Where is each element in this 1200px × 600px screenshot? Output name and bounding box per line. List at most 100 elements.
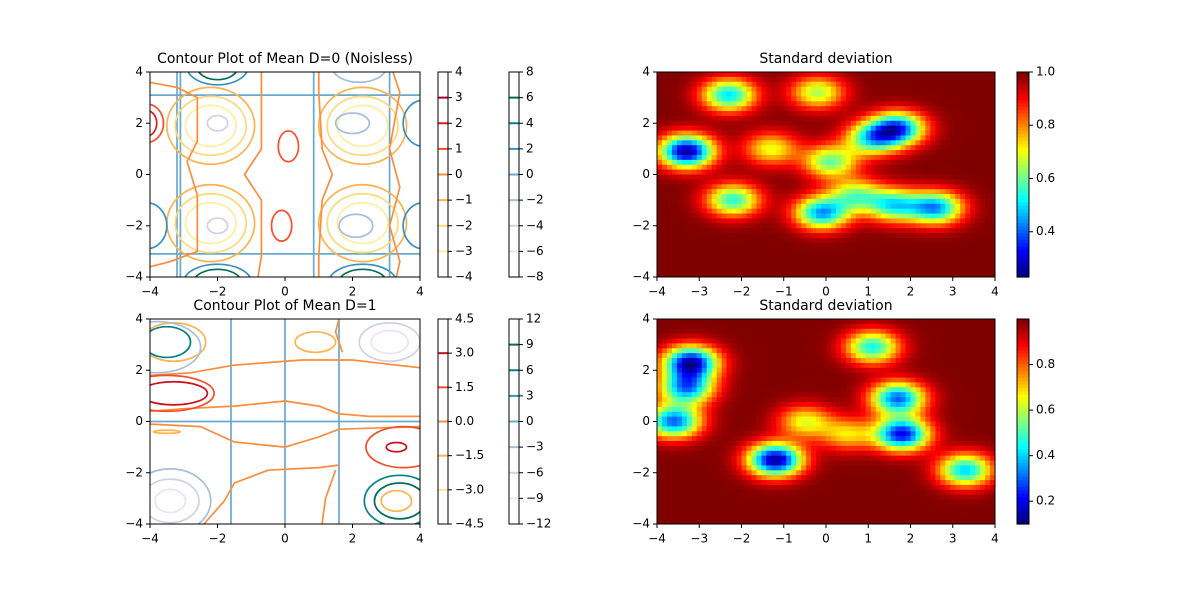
heat-cell (930, 198, 936, 205)
heat-cell (885, 382, 892, 388)
heat-cell (890, 242, 897, 249)
heat-cell (875, 406, 882, 413)
heat-cell (835, 125, 842, 132)
heat-cell (766, 323, 772, 330)
heat-cell (696, 362, 703, 369)
heat-cell (671, 81, 678, 88)
heat-cell (736, 179, 742, 185)
heat-cell (811, 247, 817, 254)
heat-cell (816, 267, 822, 273)
heat-cell (736, 247, 742, 254)
heat-cell (701, 343, 708, 349)
heat-cell (880, 213, 887, 219)
heat-cell (975, 179, 981, 185)
heat-cell (786, 145, 792, 151)
heat-cell (855, 421, 862, 427)
heat-cell (990, 252, 996, 258)
heat-cell (816, 319, 822, 325)
heat-cell (905, 460, 911, 466)
heat-cell (761, 145, 767, 151)
heat-cell (985, 372, 991, 379)
heat-cell (731, 184, 738, 190)
heat-cell (711, 257, 718, 263)
heat-cell (955, 115, 961, 122)
heat-cell (721, 96, 728, 102)
heat-cell (741, 164, 747, 171)
heat-cell (736, 223, 742, 229)
heat-cell (756, 223, 762, 229)
heat-cell (821, 262, 827, 268)
heat-cell (816, 460, 822, 466)
heat-cell (840, 377, 847, 383)
heat-cell (736, 106, 742, 112)
heat-cell (870, 445, 877, 452)
heat-cell (756, 465, 762, 471)
heat-cell (885, 145, 892, 151)
heat-cell (855, 115, 862, 122)
heat-cell (925, 319, 931, 325)
heat-cell (930, 445, 936, 452)
heat-cell (761, 401, 767, 408)
heat-cell (880, 218, 887, 224)
heat-cell (741, 421, 747, 427)
heat-cell (970, 262, 976, 268)
heat-cell (666, 272, 673, 278)
heat-cell (716, 223, 723, 229)
heat-cell (885, 431, 892, 437)
heat-cell (965, 154, 971, 161)
heat-cell (736, 96, 742, 102)
heat-cell (970, 367, 976, 374)
heat-cell (741, 72, 747, 78)
heat-cell (890, 382, 897, 388)
heat-cell (910, 426, 916, 432)
heat-cell (706, 353, 713, 359)
heat-cell (915, 159, 921, 166)
heat-cell (900, 86, 907, 93)
heat-cell (840, 228, 847, 234)
heat-cell (686, 164, 693, 171)
heat-cell (875, 377, 882, 383)
heat-cell (990, 96, 996, 102)
heat-cell (910, 213, 916, 219)
heat-cell (975, 267, 981, 273)
heat-cell (766, 338, 772, 344)
heat-cell (686, 96, 693, 102)
heat-cell (860, 401, 867, 408)
heat-cell (826, 353, 832, 359)
heat-cell (716, 387, 723, 393)
heat-cell (950, 164, 956, 171)
heat-cell (661, 91, 668, 97)
heat-cell (756, 145, 762, 151)
heat-cell (806, 233, 812, 239)
heat-cell (895, 421, 902, 427)
heat-cell (830, 262, 837, 268)
heat-cell (905, 101, 911, 107)
heat-cell (766, 436, 772, 442)
heat-cell (895, 174, 902, 180)
heat-cell (796, 257, 802, 263)
heat-cell (930, 465, 936, 471)
heat-cell (865, 392, 872, 398)
heat-cell (930, 154, 936, 161)
heat-cell (791, 233, 797, 239)
heat-cell (751, 237, 757, 244)
heat-cell (880, 411, 887, 418)
heat-cell (661, 145, 668, 151)
heat-cell (845, 233, 852, 239)
heat-cell (845, 411, 852, 418)
heat-cell (731, 362, 738, 369)
heat-cell (731, 323, 738, 330)
heat-cell (950, 198, 956, 205)
heat-cell (990, 262, 996, 268)
heat-cell (746, 348, 752, 354)
heat-cell (671, 353, 678, 359)
heat-cell (751, 267, 757, 273)
heat-cell (806, 218, 812, 224)
heat-cell (686, 445, 693, 452)
heat-cell (860, 145, 867, 151)
heat-cell (985, 267, 991, 273)
heat-cell (746, 382, 752, 388)
heat-cell (975, 150, 981, 156)
heat-cell (900, 154, 907, 161)
heat-cell (721, 247, 728, 254)
